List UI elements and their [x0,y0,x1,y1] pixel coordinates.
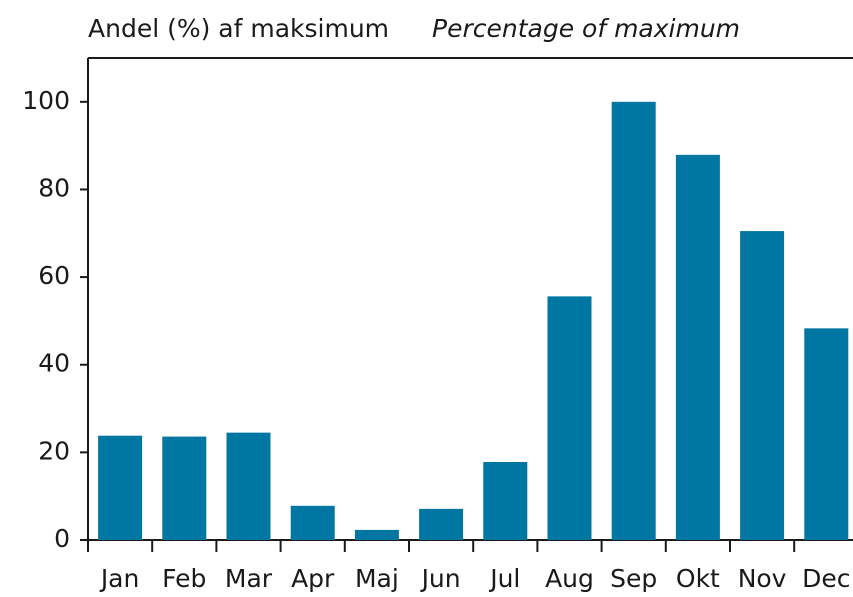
x-tick-label: Okt [676,564,720,593]
bar [804,328,849,540]
x-tick-label: Nov [738,564,787,593]
x-tick-label: Feb [162,564,206,593]
y-tick-label: 80 [38,173,70,202]
bar [98,435,143,540]
x-tick-label: Mar [225,564,273,593]
x-tick-label: Sep [610,564,657,593]
bar [740,231,785,540]
bar [290,505,335,540]
bar [483,462,528,540]
x-tick-label: Maj [355,564,399,593]
bar [354,529,399,540]
y-tick-label: 60 [38,261,70,290]
bar [162,436,207,540]
y-tick-label: 100 [22,86,70,115]
bar [226,432,271,540]
bar [675,154,720,540]
chart-title: Andel (%) af maksimum [88,14,389,43]
x-tick-label: Jul [488,564,520,593]
y-tick-label: 20 [38,436,70,465]
bar [419,508,464,540]
x-tick-label: Jun [420,564,461,593]
x-tick-label: Jan [99,564,140,593]
bar [547,296,592,540]
chart-subtitle: Percentage of maximum [432,14,740,43]
x-tick-label: Apr [291,564,335,593]
y-tick-label: 0 [54,524,70,553]
x-tick-label: Aug [545,564,594,593]
x-tick-label: Dec [802,564,850,593]
bar [611,101,656,541]
y-tick-label: 40 [38,349,70,378]
